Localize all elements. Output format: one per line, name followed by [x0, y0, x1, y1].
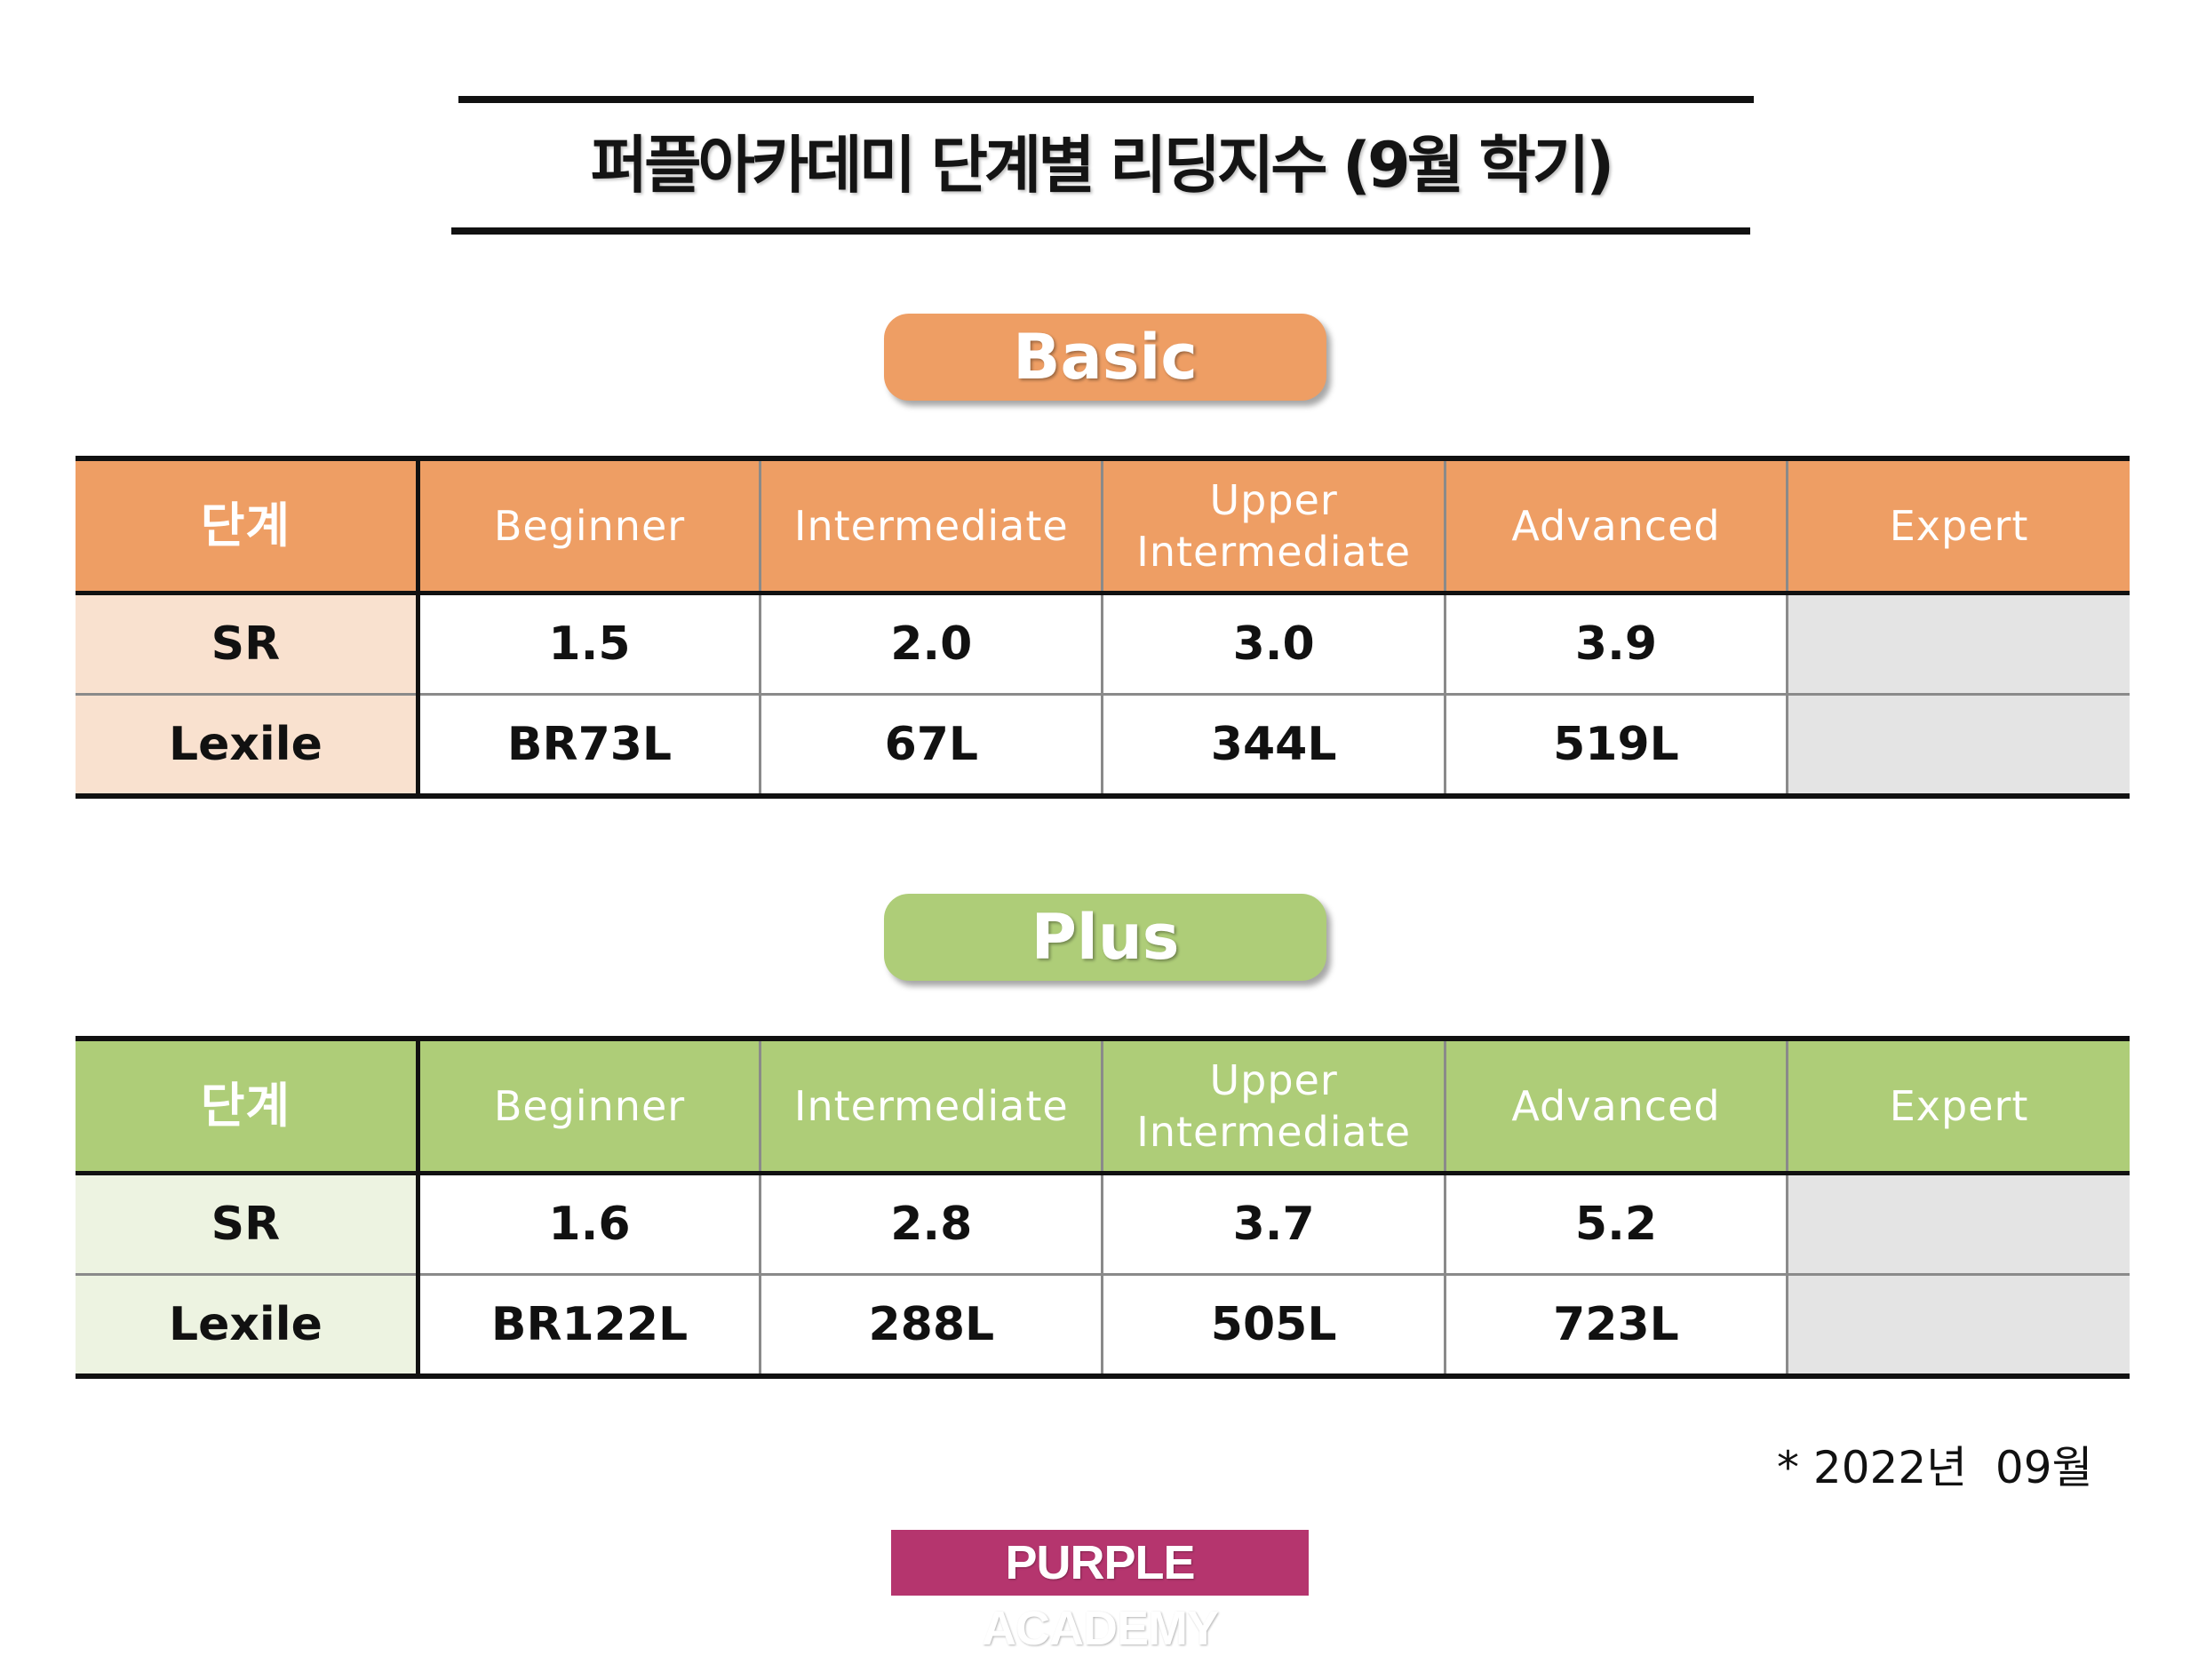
cell-value: 1.5: [416, 592, 762, 696]
cell-value: 288L: [759, 1273, 1104, 1379]
cell-value: BR73L: [416, 693, 762, 799]
level-header-expert: Expert: [1786, 1036, 2130, 1175]
upper-intermediate-text: Upper Intermediate: [1136, 1056, 1412, 1156]
level-header-advanced: Advanced: [1443, 1036, 1789, 1175]
cell-value: BR122L: [416, 1273, 762, 1379]
title-top-rule: [458, 96, 1754, 103]
date-footnote: * 2022년 09월: [1777, 1442, 2093, 1493]
cell-value: 2.8: [759, 1172, 1104, 1276]
table-header-row: 단계 Beginner Intermediate Upper Intermedi…: [76, 1036, 2130, 1175]
level-header-upper-intermediate: Upper Intermediate: [1101, 456, 1446, 595]
basic-reading-table: 단계 Beginner Intermediate Upper Intermedi…: [76, 456, 2130, 799]
level-header-beginner: Beginner: [416, 1036, 762, 1175]
cell-value: 505L: [1101, 1273, 1446, 1379]
plus-section-label: Plus: [884, 894, 1326, 981]
page-title: 퍼플아카데미 단계별 리딩지수 (9월 학기): [590, 129, 1615, 202]
plus-reading-table: 단계 Beginner Intermediate Upper Intermedi…: [76, 1036, 2130, 1379]
cell-empty: [1786, 1273, 2130, 1379]
basic-section-label: Basic: [884, 314, 1326, 401]
level-header-advanced: Advanced: [1443, 456, 1789, 595]
cell-empty: [1786, 693, 2130, 799]
upper-intermediate-text: Upper Intermediate: [1136, 476, 1412, 576]
cell-empty: [1786, 1172, 2130, 1276]
level-header-upper-intermediate: Upper Intermediate: [1101, 1036, 1446, 1175]
row-label-lexile: Lexile: [76, 693, 420, 799]
level-header-intermediate: Intermediate: [759, 456, 1104, 595]
title-block: 퍼플아카데미 단계별 리딩지수 (9월 학기): [451, 96, 1754, 235]
title-bottom-rule: [451, 227, 1750, 235]
row-label-sr: SR: [76, 592, 420, 696]
purple-academy-logo: PURPLE ACADEMY: [891, 1530, 1309, 1655]
stage-header: 단계: [76, 456, 420, 595]
level-header-beginner: Beginner: [416, 456, 762, 595]
cell-value: 3.7: [1101, 1172, 1446, 1276]
cell-value: 344L: [1101, 693, 1446, 799]
stage-header: 단계: [76, 1036, 420, 1175]
level-header-expert: Expert: [1786, 456, 2130, 595]
cell-value: 67L: [759, 693, 1104, 799]
table-row-lexile: Lexile BR122L 288L 505L 723L: [76, 1273, 2130, 1379]
cell-empty: [1786, 592, 2130, 696]
cell-value: 3.0: [1101, 592, 1446, 696]
table-row-lexile: Lexile BR73L 67L 344L 519L: [76, 693, 2130, 799]
cell-value: 2.0: [759, 592, 1104, 696]
table-row-sr: SR 1.5 2.0 3.0 3.9: [76, 592, 2130, 696]
cell-value: 3.9: [1443, 592, 1789, 696]
row-label-lexile: Lexile: [76, 1273, 420, 1379]
table-row-sr: SR 1.6 2.8 3.7 5.2: [76, 1172, 2130, 1276]
table-header-row: 단계 Beginner Intermediate Upper Intermedi…: [76, 456, 2130, 595]
row-label-sr: SR: [76, 1172, 420, 1276]
cell-value: 1.6: [416, 1172, 762, 1276]
level-header-intermediate: Intermediate: [759, 1036, 1104, 1175]
cell-value: 723L: [1443, 1273, 1789, 1379]
cell-value: 519L: [1443, 693, 1789, 799]
cell-value: 5.2: [1443, 1172, 1789, 1276]
